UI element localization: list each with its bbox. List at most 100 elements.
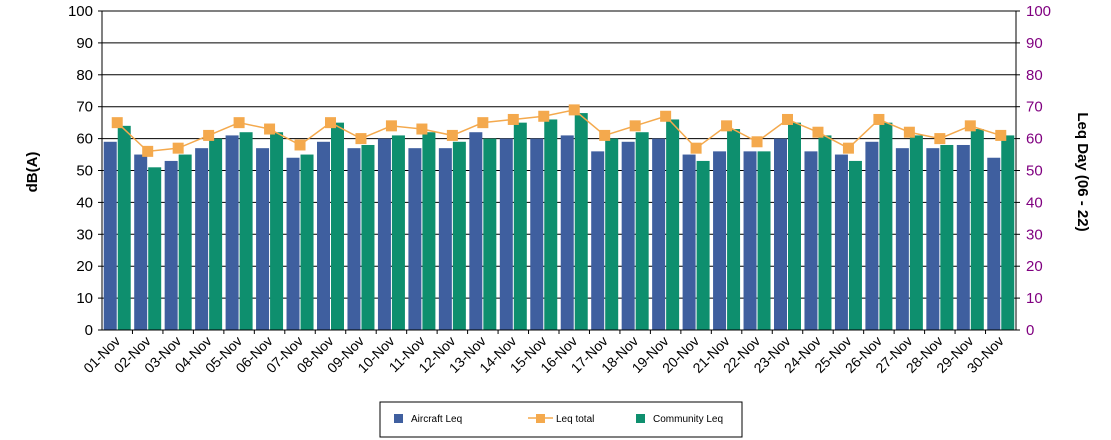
y-axis-ticks: 0 10 20 30 40 50 60 70 80 90 100 [68,3,93,339]
leq-total-marker [660,110,672,122]
bar-aircraft-leq [469,132,483,330]
legend-label-community: Community Leq [653,414,723,425]
leq-total-marker [294,139,306,151]
bar-aircraft-leq [347,148,361,330]
bar-community-leq [270,132,284,330]
y-tick-label: 0 [85,322,93,339]
leq-total-marker [355,133,367,145]
leq-total-marker [812,126,824,138]
legend-swatch-aircraft [394,414,403,423]
y2-tick-label: 50 [1026,163,1043,180]
y2-tick-label: 100 [1026,3,1051,20]
y2-tick-label: 30 [1026,226,1043,243]
bars [103,113,1015,331]
legend-swatch-community [636,414,645,423]
axes [98,10,1020,334]
leq-total-marker [568,104,580,116]
leq-total-marker [446,129,458,141]
bar-community-leq [788,122,801,331]
bar-community-leq [818,135,832,330]
leq-total-marker [477,117,489,129]
bar-community-leq [970,129,984,330]
y-tick-label: 40 [76,194,93,211]
bar-aircraft-leq [286,157,300,330]
leq-total-marker [842,142,854,154]
leq-total-marker [782,113,793,125]
bar-aircraft-leq [134,154,148,330]
bar-community-leq [391,135,405,330]
bar-aircraft-leq [377,138,391,330]
y2-tick-label: 0 [1026,322,1034,339]
leq-total-marker [964,120,976,132]
bar-community-leq [483,138,497,330]
bar-aircraft-leq [438,148,452,330]
y-tick-label: 20 [76,258,93,275]
legend-marker-leq-total [536,414,545,423]
bar-community-leq [727,129,741,330]
y-tick-label: 90 [76,35,93,52]
y2-tick-label: 90 [1026,35,1043,52]
leq-total-marker [507,113,519,125]
leq-total-line [111,104,1007,157]
y-tick-label: 10 [76,290,93,307]
bar-aircraft-leq [834,154,848,330]
y-tick-label: 50 [76,163,93,180]
leq-total-marker [721,120,733,132]
leq-total-marker [233,117,245,129]
bar-community-leq [148,167,162,330]
leq-total-marker [751,136,763,148]
gridlines [102,10,1016,299]
legend-label-aircraft: Aircraft Leq [411,414,462,425]
bar-aircraft-leq [225,135,239,330]
bar-community-leq [178,154,192,330]
legend-box [379,401,743,438]
bar-community-leq [848,160,862,330]
y-axis-title: dB(A) [24,152,41,193]
bar-community-leq [940,144,954,330]
bar-aircraft-leq [164,160,178,330]
bar-aircraft-leq [865,141,879,330]
leq-total-marker [385,120,397,132]
bar-community-leq [331,122,344,331]
leq-total-marker [903,126,915,138]
leq-total-marker [690,142,702,154]
bar-community-leq [239,132,253,330]
bar-community-leq [209,138,223,330]
bar-aircraft-leq [774,138,787,330]
bar-aircraft-leq [560,135,574,330]
bar-aircraft-leq [926,148,940,330]
leq-total-marker [599,129,611,141]
y2-tick-label: 70 [1026,99,1043,116]
leq-total-marker [873,113,885,125]
bar-community-leq [605,138,619,330]
bar-community-leq [879,122,893,331]
bar-aircraft-leq [195,148,209,330]
leq-total-marker [172,142,184,154]
bar-aircraft-leq [530,138,544,330]
bar-community-leq [574,113,588,330]
y-tick-label: 30 [76,226,93,243]
y2-axis-ticks: 0 10 20 30 40 50 60 70 80 90 100 [1026,3,1051,339]
x-axis-ticks: 01-Nov02-Nov03-Nov04-Nov05-Nov06-Nov07-N… [80,333,1007,376]
bar-aircraft-leq [895,148,909,330]
leq-total-marker [142,145,154,157]
bar-aircraft-leq [743,151,757,330]
legend: Aircraft Leq Leq total Community Leq [379,401,743,438]
bar-aircraft-leq [256,148,270,330]
bar-community-leq [909,135,923,330]
bar-aircraft-leq [956,144,970,330]
y2-tick-label: 80 [1026,67,1043,84]
y-tick-label: 100 [68,3,93,20]
y-tick-label: 80 [76,67,93,84]
y-tick-label: 60 [76,131,93,148]
bar-community-leq [666,119,680,331]
leq-total-marker [264,123,276,135]
y2-tick-label: 10 [1026,290,1043,307]
leq-total-marker [325,117,336,129]
bar-community-leq [513,122,527,331]
bar-community-leq [696,160,710,330]
bar-aircraft-leq [987,157,1001,330]
y-tick-label: 70 [76,99,93,116]
y2-tick-label: 60 [1026,131,1043,148]
bar-aircraft-leq [621,141,635,330]
